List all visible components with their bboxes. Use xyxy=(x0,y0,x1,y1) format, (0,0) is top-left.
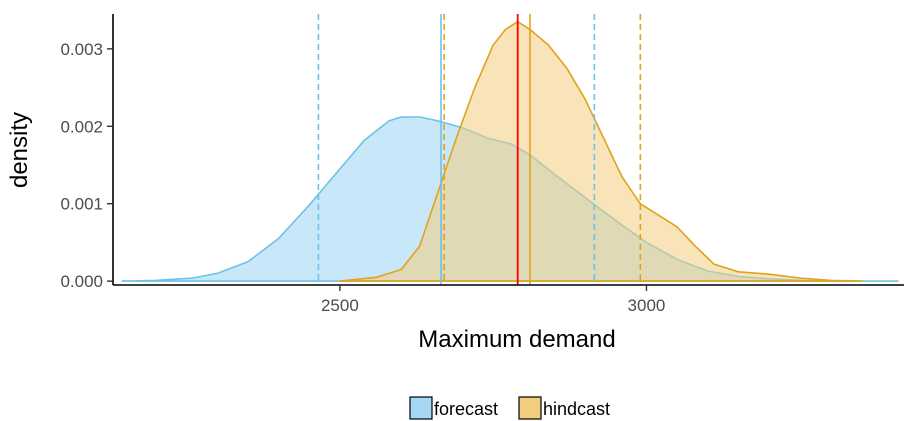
legend: forecast hindcast xyxy=(409,396,610,420)
y-axis-title: density xyxy=(6,112,33,188)
x-tick-label-0: 2500 xyxy=(321,296,359,315)
x-axis-title: Maximum demand xyxy=(418,326,615,353)
x-tick-label-1: 3000 xyxy=(628,296,666,315)
axes: Maximum demand density 0.000 0.001 0.002 0.… xyxy=(6,14,904,353)
y-tick-label-2: 0.002 xyxy=(60,117,103,136)
y-tick-label-1: 0.001 xyxy=(60,195,103,214)
legend-key-hindcast xyxy=(518,396,542,420)
y-tick-label-0: 0.000 xyxy=(60,272,103,291)
legend-label-forecast: forecast xyxy=(434,399,498,419)
legend-label-hindcast: hindcast xyxy=(543,399,610,419)
legend-key-forecast xyxy=(409,396,433,420)
y-tick-label-3: 0.003 xyxy=(60,40,103,59)
plot-area xyxy=(121,14,899,285)
